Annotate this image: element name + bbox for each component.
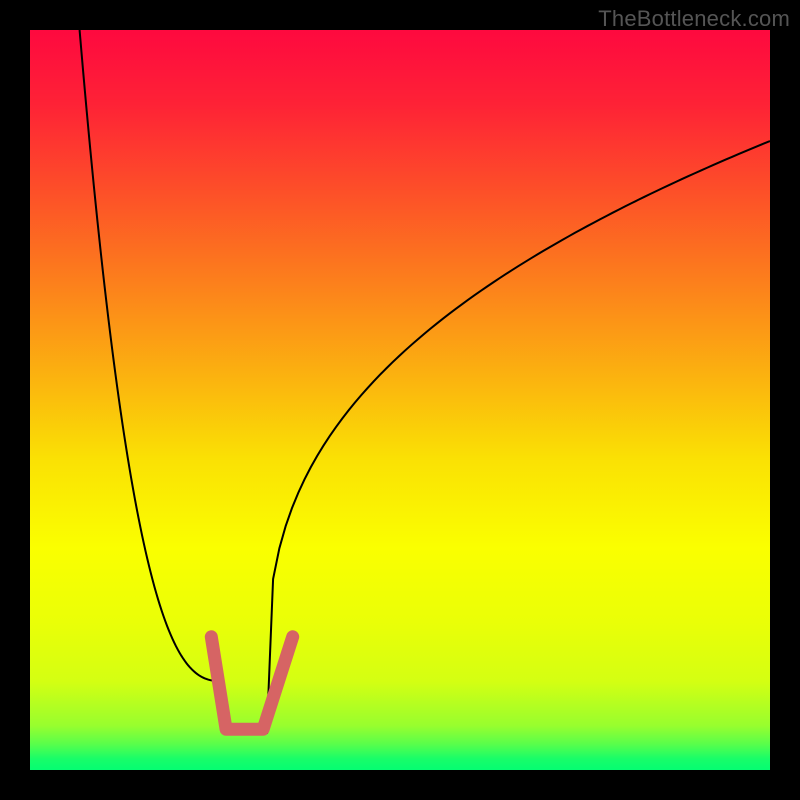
- chart-stage: TheBottleneck.com: [0, 0, 800, 800]
- bottleneck-chart: [0, 0, 800, 800]
- watermark-text: TheBottleneck.com: [598, 6, 790, 32]
- plot-background: [30, 30, 770, 770]
